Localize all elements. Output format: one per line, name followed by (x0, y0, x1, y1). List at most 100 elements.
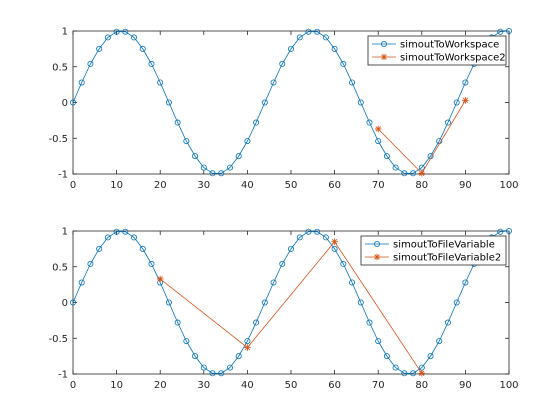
top-legend-marker-2 (380, 53, 388, 61)
top-data-point (366, 119, 373, 126)
top-data-point (374, 125, 382, 133)
bottom-series-line-2 (159, 241, 423, 374)
bottom-data-point (505, 227, 512, 234)
top-data-point (131, 34, 138, 41)
bottom-y-tick-label: 0.5 (52, 262, 68, 273)
top-data-point (410, 170, 417, 177)
top-data-point (200, 164, 207, 171)
bottom-data-point (410, 370, 417, 377)
top-x-tick-label: 90 (459, 180, 472, 191)
bottom-legend-marker-2 (373, 253, 381, 261)
bottom-data-point (165, 299, 172, 306)
top-series-line-1 (72, 30, 510, 174)
top-data-point (331, 45, 338, 52)
bottom-x-tick-label: 100 (499, 380, 518, 391)
bottom-data-point (261, 299, 268, 306)
bottom-data-point (244, 344, 251, 351)
top-legend-box (367, 35, 507, 66)
bottom-data-point (270, 279, 277, 286)
top-data-point (296, 34, 303, 41)
bottom-x-tick-label: 0 (70, 380, 76, 391)
top-data-point (279, 60, 286, 67)
top-data-point (401, 170, 408, 177)
bottom-axes: 0 10 20 30 40 50 60 70 80 90 100 1 0.5 0 -0.5 -1 simout… (48, 227, 518, 392)
bottom-y-tick-label: 1 (62, 227, 68, 238)
bottom-data-point (357, 299, 364, 306)
bottom-legend-marker-shape (373, 253, 381, 261)
bottom-data-point (322, 234, 329, 241)
bottom-x-tick-label: 70 (372, 380, 385, 391)
top-legend-marker-1 (380, 41, 387, 48)
top-data-point (287, 45, 294, 52)
top-series-markers-1 (70, 27, 512, 177)
bottom-data-point (104, 234, 111, 241)
top-data-point (314, 28, 321, 35)
bottom-x-tick-label: 80 (415, 380, 428, 391)
bottom-x-tick-label: 30 (197, 380, 210, 391)
top-data-point (139, 45, 146, 52)
bottom-legend-marker-shape (373, 240, 380, 247)
bottom-series-line-1 (72, 230, 510, 374)
top-axes: 0 10 20 30 40 50 60 70 80 90 100 1 0.5 0 -0.5 -1 simout… (48, 27, 518, 192)
top-data-point (383, 153, 390, 160)
top-data-point (340, 60, 347, 67)
bottom-series-markers-2 (156, 238, 426, 377)
bottom-data-point (279, 260, 286, 267)
top-x-tick-label: 100 (499, 180, 518, 191)
bottom-data-point (78, 279, 85, 286)
bottom-data-point (209, 370, 216, 377)
bottom-data-point (462, 279, 469, 286)
bottom-data-point (331, 238, 338, 246)
bottom-data-point (436, 338, 443, 345)
top-data-point (235, 153, 242, 160)
bottom-legend-entry-2: simoutToFileVariable2 (365, 253, 501, 264)
bottom-y-tick-label: -1 (58, 370, 68, 381)
top-data-point (462, 97, 469, 104)
top-data-point (253, 119, 260, 126)
bottom-data-point (453, 299, 460, 306)
top-legend-entry-1: simoutToWorkspace (372, 40, 499, 51)
bottom-data-point (122, 228, 129, 235)
top-data-point (113, 28, 120, 35)
top-legend-entry-2: simoutToWorkspace2 (372, 53, 506, 64)
bottom-data-point (244, 338, 251, 345)
top-legend: simoutToWorkspace simoutToWorkspace2 (367, 35, 507, 66)
bottom-data-point (331, 245, 338, 252)
bottom-legend-label-2: simoutToFileVariable2 (393, 253, 501, 264)
bottom-ticks: 0 10 20 30 40 50 60 70 80 90 100 1 0.5 0 -0.5 -1 (48, 227, 518, 392)
top-data-point (305, 28, 312, 35)
top-data-point (209, 170, 216, 177)
bottom-y-tick-label: 0 (62, 298, 68, 309)
top-x-tick-label: 40 (241, 180, 254, 191)
bottom-data-point (296, 234, 303, 241)
top-x-tick-label: 80 (415, 180, 428, 191)
bottom-data-point (253, 319, 260, 326)
bottom-data-point (192, 353, 199, 360)
top-data-point (261, 99, 268, 106)
top-x-tick-label: 20 (154, 180, 167, 191)
top-data-point (375, 138, 382, 145)
top-data-point (174, 119, 181, 126)
top-data-point (418, 169, 426, 177)
top-data-point (392, 164, 399, 171)
top-y-tick-label: 1 (62, 27, 68, 38)
top-series-markers-2 (374, 97, 469, 177)
bottom-data-point (287, 245, 294, 252)
top-data-point (78, 79, 85, 86)
top-data-point (497, 28, 504, 35)
bottom-legend-entry-1: simoutToFileVariable (365, 240, 495, 251)
top-data-point (183, 138, 190, 145)
bottom-x-tick-label: 20 (154, 380, 167, 391)
top-x-tick-label: 0 (70, 180, 76, 191)
top-data-point (357, 99, 364, 106)
bottom-data-point (156, 275, 164, 283)
top-data-point (505, 27, 512, 34)
top-data-point (192, 153, 199, 160)
bottom-x-tick-label: 60 (328, 380, 341, 391)
bottom-x-tick-label: 40 (241, 380, 254, 391)
top-y-tick-label: 0 (62, 98, 68, 109)
bottom-data-point (383, 353, 390, 360)
bottom-legend: simoutToFileVariable simoutToFileVariabl… (360, 235, 507, 266)
bottom-data-point (375, 338, 382, 345)
